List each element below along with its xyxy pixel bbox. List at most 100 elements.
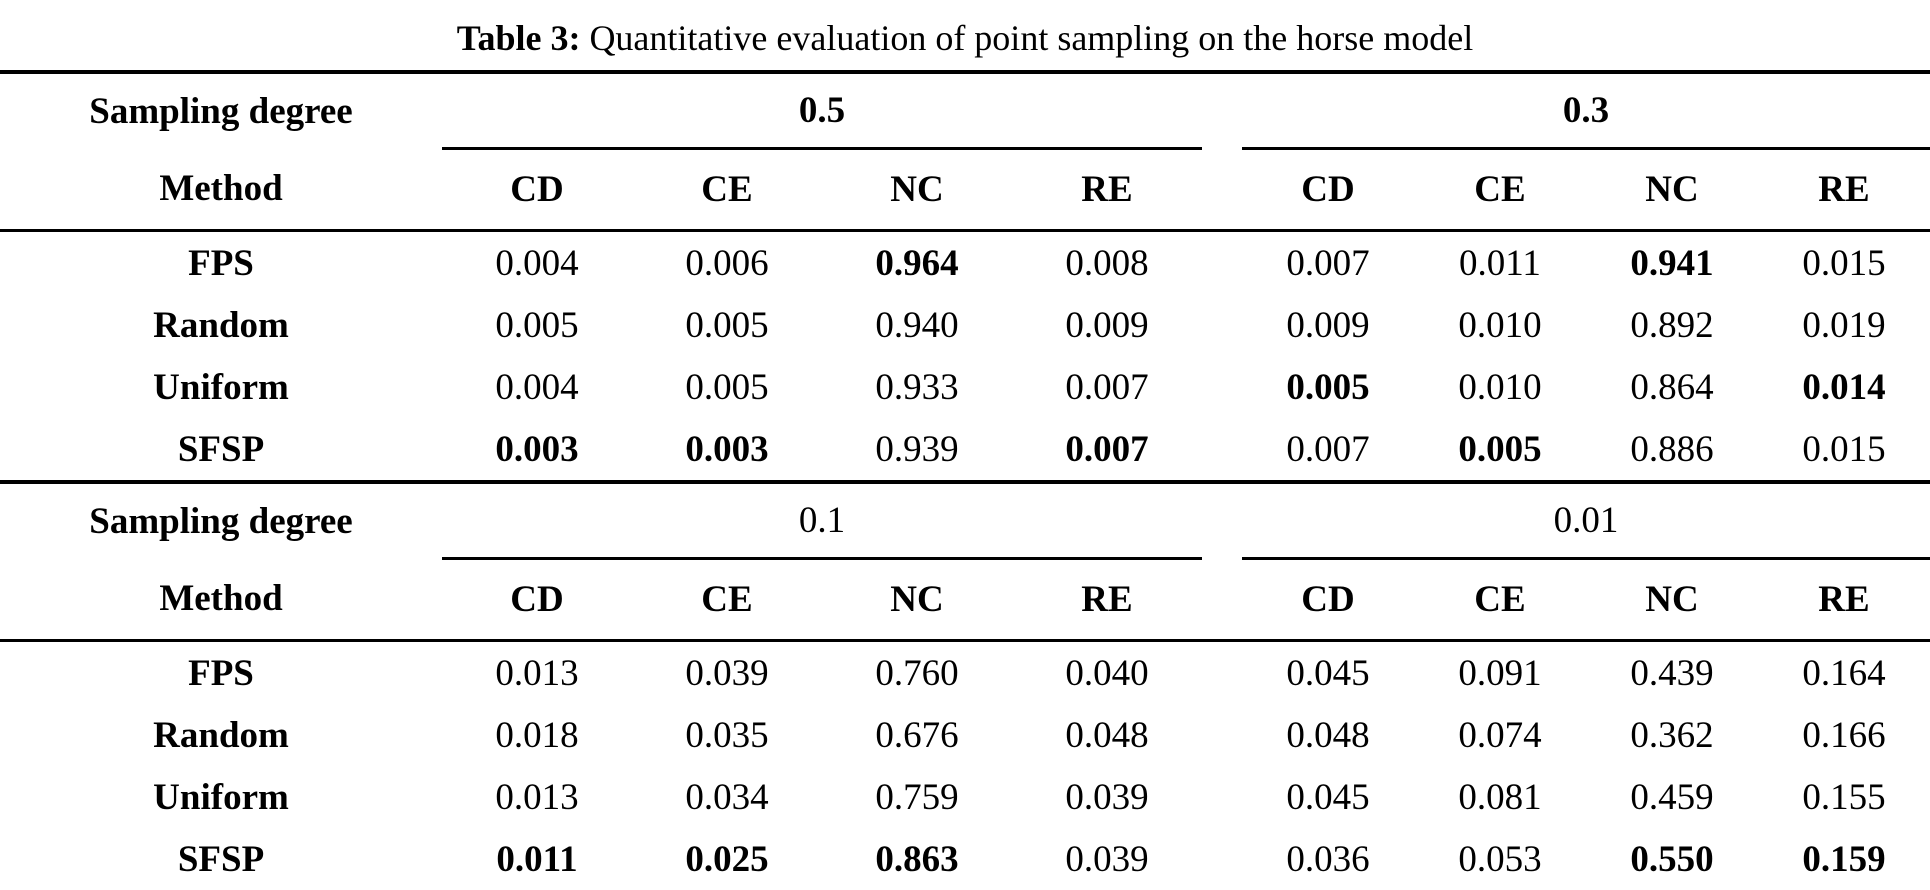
value-cell: 0.045 — [1286, 652, 1370, 694]
value-cell: 0.892 — [1630, 304, 1714, 346]
value-cell: 0.048 — [1065, 714, 1149, 756]
value-cell: 0.005 — [685, 366, 769, 408]
metric-header: CE — [632, 558, 822, 642]
table-row: Method CD CE NC RE CD CE NC RE — [0, 558, 1930, 642]
table-caption-text: Quantitative evaluation of point samplin… — [580, 18, 1474, 58]
spacer-cell — [1202, 418, 1242, 484]
value-cell: 0.034 — [685, 776, 769, 818]
value-cell: 0.039 — [1065, 776, 1149, 818]
method-cell: SFSP — [0, 418, 442, 484]
metric-header: NC — [1586, 148, 1758, 232]
value-cell: 0.439 — [1630, 652, 1714, 694]
method-cell: Uniform — [153, 366, 289, 408]
value-cell: 0.074 — [1458, 714, 1542, 756]
value-cell: 0.003 — [632, 418, 822, 484]
value-cell: 0.159 — [1758, 828, 1930, 890]
value-cell: 0.676 — [875, 714, 959, 756]
spacer-cell — [1202, 356, 1242, 418]
method-cell: Random — [153, 304, 289, 346]
value-cell: 0.008 — [1065, 242, 1149, 284]
value-cell: 0.015 — [1802, 242, 1886, 284]
spacer-cell — [1202, 704, 1242, 766]
value-cell: 0.886 — [1586, 418, 1758, 484]
value-cell: 0.459 — [1630, 776, 1714, 818]
metric-header: CE — [1414, 558, 1586, 642]
value-cell: 0.005 — [495, 304, 579, 346]
metric-header: CD — [1242, 148, 1414, 232]
value-cell: 0.081 — [1458, 776, 1542, 818]
spacer-cell — [1202, 766, 1242, 828]
table-row: Sampling degree 0.5 0.3 — [0, 70, 1930, 150]
value-cell: 0.939 — [822, 418, 1012, 484]
value-cell: 0.009 — [1065, 304, 1149, 346]
value-cell: 0.048 — [1286, 714, 1370, 756]
metric-header: RE — [1758, 558, 1930, 642]
metric-header: CD — [442, 558, 632, 642]
value-cell: 0.164 — [1802, 652, 1886, 694]
value-cell: 0.010 — [1458, 366, 1542, 408]
metric-header: RE — [1012, 148, 1202, 232]
spacer-cell — [1202, 231, 1242, 295]
value-cell: 0.007 — [1012, 418, 1202, 484]
spacer-cell — [1202, 641, 1242, 705]
value-cell: 0.040 — [1065, 652, 1149, 694]
table-row: Random 0.018 0.035 0.676 0.048 0.048 0.0… — [0, 704, 1930, 766]
metric-header: NC — [822, 148, 1012, 232]
value-cell: 0.005 — [685, 304, 769, 346]
table-row: SFSP 0.003 0.003 0.939 0.007 0.007 0.005… — [0, 418, 1930, 484]
table-caption: Table 3: Quantitative evaluation of poin… — [0, 0, 1930, 70]
method-cell: SFSP — [0, 828, 442, 890]
metric-header: CE — [1414, 148, 1586, 232]
value-cell: 0.006 — [685, 242, 769, 284]
value-cell: 0.004 — [495, 242, 579, 284]
value-cell: 0.550 — [1586, 828, 1758, 890]
value-cell: 0.007 — [1286, 242, 1370, 284]
value-cell: 0.036 — [1242, 828, 1414, 890]
metric-header: CE — [632, 148, 822, 232]
value-cell: 0.941 — [1630, 242, 1714, 284]
value-cell: 0.362 — [1630, 714, 1714, 756]
value-cell: 0.010 — [1458, 304, 1542, 346]
value-cell: 0.015 — [1758, 418, 1930, 484]
degree-header: 0.5 — [442, 70, 1202, 150]
value-cell: 0.964 — [875, 242, 959, 284]
spacer-cell — [1202, 148, 1242, 232]
degree-header: 0.01 — [1242, 482, 1930, 560]
value-cell: 0.940 — [875, 304, 959, 346]
spacer-cell — [1202, 70, 1242, 149]
method-header: Method — [0, 558, 442, 642]
value-cell: 0.863 — [822, 828, 1012, 890]
value-cell: 0.933 — [875, 366, 959, 408]
sampling-degree-header: Sampling degree — [89, 500, 353, 542]
value-cell: 0.760 — [875, 652, 959, 694]
value-cell: 0.759 — [875, 776, 959, 818]
method-header: Method — [0, 148, 442, 232]
value-cell: 0.009 — [1286, 304, 1370, 346]
value-cell: 0.019 — [1802, 304, 1886, 346]
value-cell: 0.013 — [495, 652, 579, 694]
value-cell: 0.053 — [1414, 828, 1586, 890]
table-row: Random 0.005 0.005 0.940 0.009 0.009 0.0… — [0, 294, 1930, 356]
table-row: Uniform 0.004 0.005 0.933 0.007 0.005 0.… — [0, 356, 1930, 418]
metric-header: NC — [1586, 558, 1758, 642]
value-cell: 0.013 — [495, 776, 579, 818]
spacer-cell — [1202, 482, 1242, 559]
spacer-cell — [1202, 828, 1242, 890]
value-cell: 0.864 — [1630, 366, 1714, 408]
table-row: FPS 0.013 0.039 0.760 0.040 0.045 0.091 … — [0, 641, 1930, 705]
table-row: FPS 0.004 0.006 0.964 0.008 0.007 0.011 … — [0, 231, 1930, 295]
method-cell: FPS — [188, 652, 254, 694]
table-row: Uniform 0.013 0.034 0.759 0.039 0.045 0.… — [0, 766, 1930, 828]
table-row: Sampling degree 0.1 0.01 — [0, 482, 1930, 560]
value-cell: 0.039 — [685, 652, 769, 694]
value-cell: 0.014 — [1802, 366, 1886, 408]
degree-header: 0.3 — [1242, 70, 1930, 150]
table-caption-number: Table 3: — [456, 18, 581, 58]
value-cell: 0.045 — [1286, 776, 1370, 818]
value-cell: 0.003 — [442, 418, 632, 484]
value-cell: 0.155 — [1802, 776, 1886, 818]
value-cell: 0.011 — [442, 828, 632, 890]
value-cell: 0.166 — [1802, 714, 1886, 756]
value-cell: 0.039 — [1012, 828, 1202, 890]
value-cell: 0.007 — [1065, 366, 1149, 408]
